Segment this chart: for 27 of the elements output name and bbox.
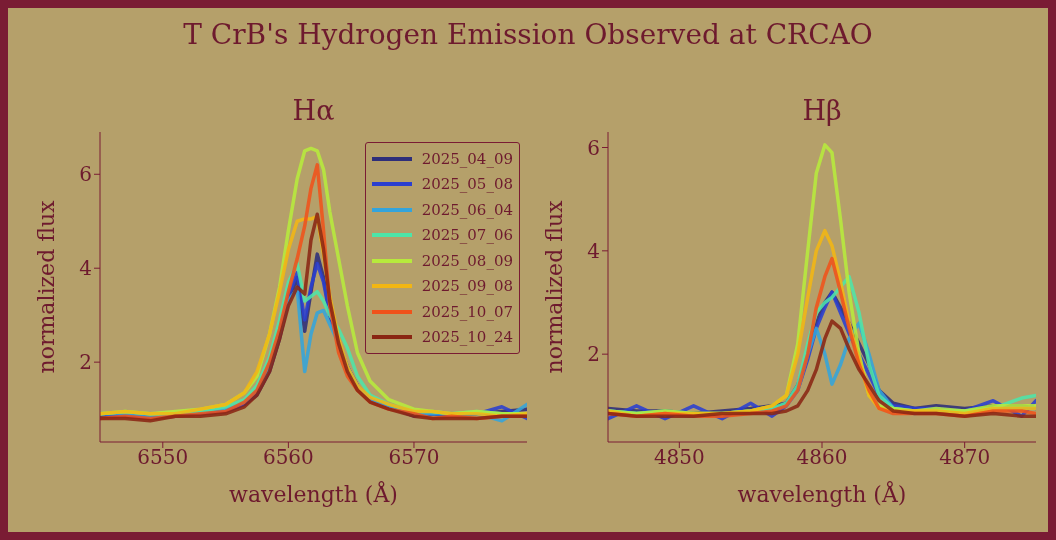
- legend-label: 2025_07_06: [421, 226, 513, 245]
- x-axis-title: wavelength (Å): [229, 480, 398, 507]
- y-tick-label: 6: [587, 135, 600, 160]
- y-tick-label: 2: [79, 350, 92, 375]
- x-axis-title: wavelength (Å): [737, 480, 907, 507]
- x-tick-label: 6560: [262, 445, 314, 470]
- y-axis-title: normalized flux: [541, 199, 567, 374]
- x-tick-label: 6570: [388, 445, 440, 470]
- legend-label: 2025_09_08: [421, 277, 513, 296]
- x-tick-label: 6550: [137, 445, 189, 470]
- y-axis-title: normalized flux: [33, 199, 59, 374]
- x-tick-label: 4870: [939, 445, 991, 470]
- x-tick-label: 4850: [653, 445, 705, 470]
- legend-label: 2025_10_24: [421, 328, 513, 347]
- y-tick-label: 4: [587, 238, 600, 263]
- y-tick-label: 2: [587, 342, 600, 367]
- legend-label: 2025_06_04: [421, 200, 513, 219]
- x-tick-label: 4860: [796, 445, 848, 470]
- text: T CrB's Hydrogen Emission Observed at CRCAO: [182, 18, 874, 51]
- legend-label: 2025_04_09: [421, 149, 513, 168]
- y-tick-label: 4: [79, 256, 92, 281]
- legend-label: 2025_05_08: [421, 175, 513, 194]
- legend-label: 2025_08_09: [421, 251, 513, 270]
- chart-title: Hβ: [801, 95, 843, 126]
- y-tick-label: 6: [79, 162, 92, 187]
- legend-label: 2025_10_07: [421, 302, 513, 321]
- chart-title: Hα: [291, 95, 336, 126]
